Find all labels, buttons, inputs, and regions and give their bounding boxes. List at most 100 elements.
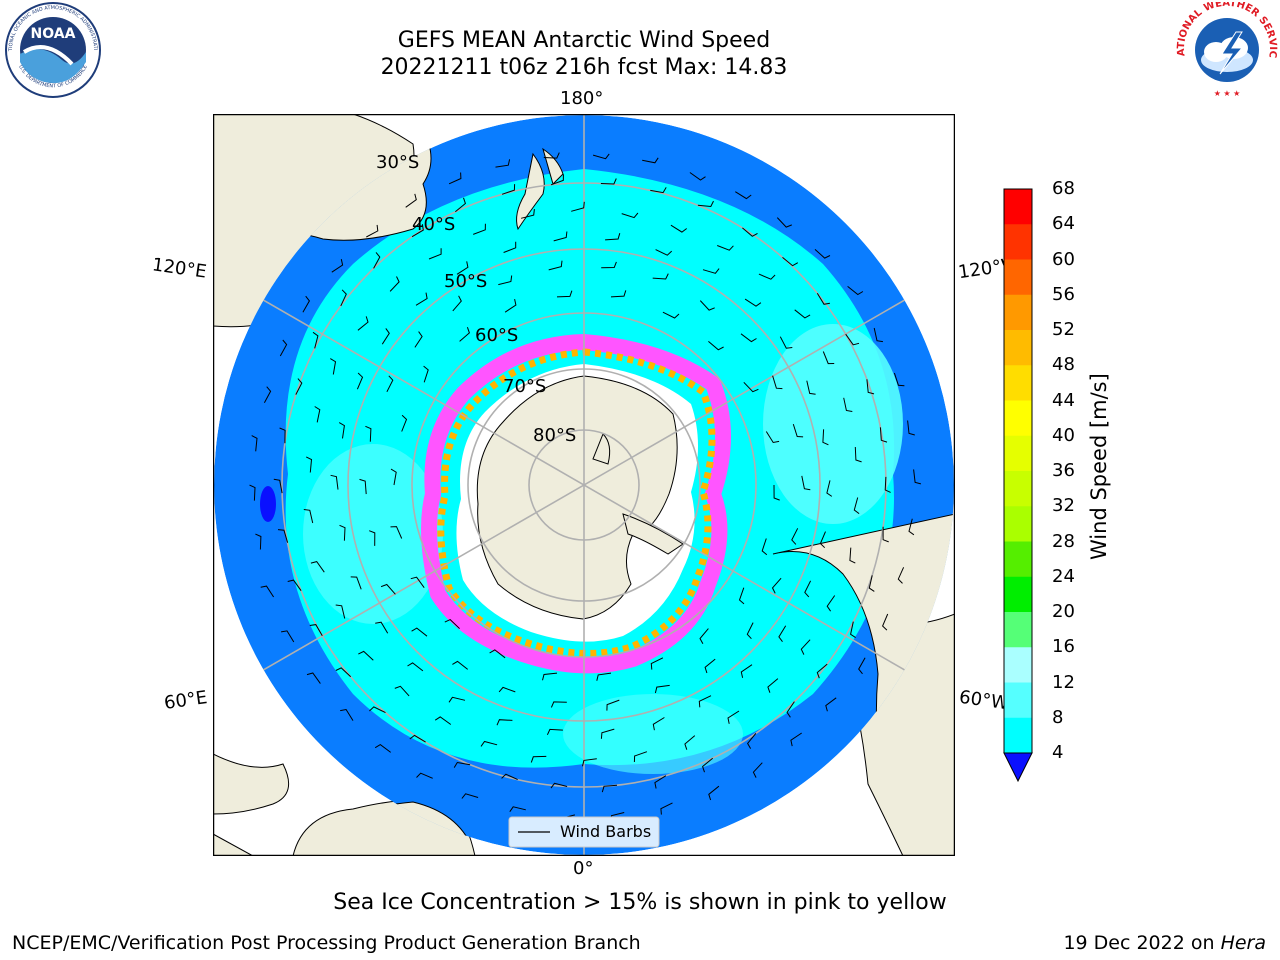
colorbar-tick-label: 4	[1052, 742, 1064, 763]
wind-barb	[761, 538, 768, 556]
wind-barb	[330, 474, 339, 490]
wind-barb	[826, 595, 836, 612]
wind-barb	[708, 341, 724, 351]
colorbar-tick-label: 36	[1052, 460, 1075, 481]
wind-barb	[652, 717, 665, 731]
wind-barb	[542, 672, 558, 681]
lon-label-60e: 60°E	[162, 687, 209, 714]
wind-barb	[773, 484, 780, 501]
colorbar-tick-label: 32	[1052, 495, 1075, 517]
wind-barb	[279, 339, 288, 357]
wind-barb	[423, 365, 429, 383]
lat-label-70s: 70°S	[503, 376, 547, 397]
colorbar-tick-label: 40	[1052, 424, 1075, 446]
wind-barb	[309, 624, 323, 637]
wind-barb	[908, 518, 915, 536]
colorbar-segment	[1004, 541, 1032, 578]
wind-barb	[330, 358, 337, 375]
wind-barb	[277, 529, 289, 543]
wind-barb	[503, 241, 517, 253]
wind-barb	[411, 627, 428, 637]
wind-barb	[390, 526, 403, 539]
wind-barb	[814, 249, 831, 259]
wind-barb	[650, 657, 664, 670]
wind-barb	[453, 761, 471, 768]
wind-barb	[866, 379, 875, 395]
wind-barb	[610, 290, 627, 298]
antarctica-landmass	[476, 375, 678, 620]
colorbar-tick-label: 24	[1052, 565, 1075, 587]
wind-barb	[858, 657, 866, 675]
colorbar-segment	[1004, 400, 1032, 437]
wind-barb	[550, 701, 567, 708]
wind-barb	[601, 261, 617, 269]
wind-barb	[411, 224, 424, 238]
wind-barb	[655, 249, 673, 256]
wind-barb	[699, 300, 715, 311]
wind-barb	[480, 740, 498, 747]
wind-barb	[273, 478, 283, 494]
wind-barb	[825, 697, 837, 712]
wind-barb	[550, 782, 568, 789]
wind-barb	[740, 664, 753, 678]
wind-barb	[358, 650, 374, 661]
colorbar-tick-label: 8	[1052, 706, 1064, 728]
wind-barb	[884, 476, 891, 493]
lat-label-80s: 80°S	[533, 425, 577, 446]
wind-barb	[772, 375, 783, 390]
wind-barb	[444, 619, 460, 629]
wind-barb	[740, 333, 757, 343]
wind-barb	[260, 585, 275, 598]
wind-barb	[498, 686, 516, 693]
wind-barb	[854, 446, 862, 463]
wind-barb	[767, 678, 779, 693]
wind-barb	[702, 268, 720, 274]
wind-barb	[746, 732, 757, 749]
wind-barb	[746, 622, 754, 640]
wind-barb	[868, 575, 875, 592]
wind-barb	[356, 372, 364, 390]
colorbar-tick-label: 52	[1052, 319, 1075, 340]
wind-barb	[407, 662, 424, 672]
wind-barb	[689, 172, 706, 181]
wind-barb	[822, 429, 829, 446]
colorbar-segment	[1004, 682, 1032, 719]
colorbar-tick-label: 48	[1052, 354, 1075, 376]
wind-barb	[771, 577, 782, 594]
colorbar-tick-label: 68	[1052, 178, 1075, 199]
wind-barb	[366, 224, 379, 238]
lat-label-50s: 50°S	[444, 271, 488, 292]
colorbar-segment	[1004, 189, 1032, 225]
noaa-logo-text: NOAA	[31, 26, 76, 42]
wind-barb	[698, 695, 712, 708]
wind-barb	[373, 252, 381, 269]
footer-branch: NCEP/EMC/Verification Post Processing Pr…	[12, 932, 641, 954]
wind-barb	[702, 757, 714, 773]
wind-barb	[369, 706, 386, 714]
wind-barb	[386, 375, 394, 393]
wind-barb	[717, 245, 734, 251]
wind-barb	[804, 580, 812, 598]
map-panel: Wind Barbs	[213, 114, 955, 856]
wind-barb	[410, 576, 425, 588]
wind-barb	[782, 257, 799, 267]
wind-barb	[794, 309, 811, 319]
footer-host: Hera	[1220, 932, 1266, 954]
wind-barb	[495, 159, 511, 168]
wind-barb	[501, 184, 516, 195]
wind-barb	[849, 547, 856, 564]
wind-barb	[548, 260, 563, 271]
footer-date: 19 Dec 2022 on Hera	[1063, 932, 1266, 954]
wind-barb	[335, 667, 352, 678]
sea-ice-caption: Sea Ice Concentration > 15% is shown in …	[333, 890, 947, 915]
sea-ice-edge	[421, 333, 731, 674]
colorbar-tick-label: 16	[1052, 636, 1075, 658]
wind-barb	[642, 157, 659, 164]
lat-label-30s: 30°S	[376, 152, 420, 173]
graticule	[214, 115, 954, 855]
wind-barb	[434, 716, 452, 725]
wind-barb	[633, 751, 648, 763]
wind-barb	[596, 672, 612, 681]
wind-barb	[654, 684, 670, 694]
wind-barb	[428, 248, 442, 260]
